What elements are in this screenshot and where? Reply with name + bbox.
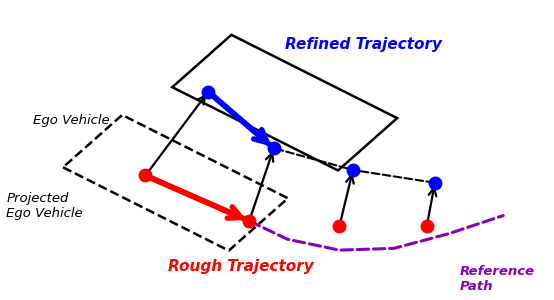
Text: Ego Vehicle: Ego Vehicle [33, 114, 110, 128]
Text: Reference
Path: Reference Path [459, 265, 535, 293]
Text: Projected
Ego Vehicle: Projected Ego Vehicle [6, 192, 83, 220]
Text: Refined Trajectory: Refined Trajectory [285, 37, 442, 52]
Text: Rough Trajectory: Rough Trajectory [168, 259, 314, 274]
